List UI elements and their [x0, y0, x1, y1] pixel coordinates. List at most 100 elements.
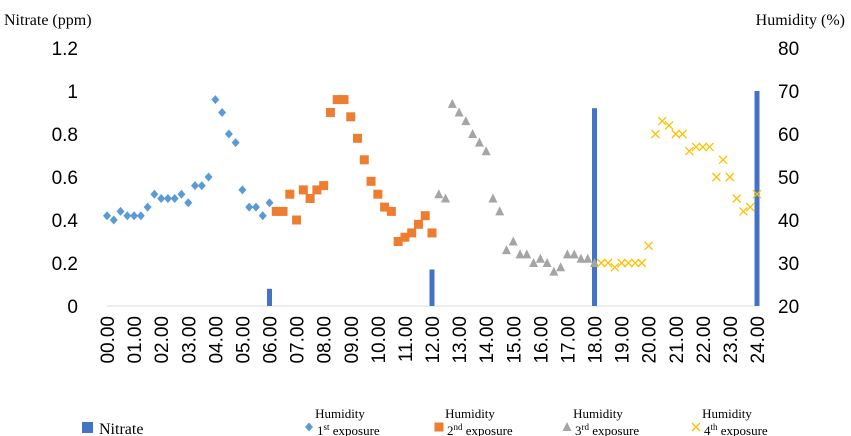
x-tick-label: 09.00	[342, 316, 363, 364]
humidity-point	[231, 138, 240, 148]
right-tick-label: 50	[778, 168, 799, 189]
humidity-series-1	[103, 95, 274, 225]
x-tick-label: 21.00	[667, 316, 688, 364]
humidity-point	[488, 193, 498, 203]
x-tick-label: 03.00	[179, 316, 200, 364]
humidity-point	[373, 189, 383, 199]
humidity-point	[413, 219, 423, 229]
humidity-point	[590, 258, 599, 267]
left-tick-label: 1.2	[52, 39, 78, 60]
humidity-point	[204, 172, 213, 182]
humidity-point	[346, 112, 356, 122]
right-axis-ticks: 20 30 40 50 60 70 80	[778, 39, 799, 318]
humidity-point	[366, 176, 376, 186]
x-tick-label: 10.00	[369, 316, 390, 364]
humidity-point	[738, 206, 748, 216]
legend-humidity-label: 4th exposure	[704, 422, 768, 436]
humidity-point	[468, 129, 478, 138]
left-axis-ticks: 0 0.2 0.4 0.6 0.8 1 1.2	[52, 39, 79, 318]
humidity-point	[184, 198, 193, 208]
humidity-point	[630, 258, 640, 268]
legend-label-suffix: nd	[454, 422, 464, 432]
legend-humidity-label: 1st exposure	[317, 422, 380, 436]
humidity-point	[380, 202, 390, 212]
x-tick-label: 24.00	[748, 316, 769, 364]
humidity-point	[549, 266, 559, 276]
x-axis-ticks: 00.00 01.00 02.00 03.00 04.00 05.00 06.00 07.00…	[98, 316, 769, 364]
x-tick-label: 02.00	[152, 316, 173, 364]
x-tick-label: 23.00	[721, 316, 742, 364]
x-tick-label: 20.00	[640, 316, 661, 364]
humidity-points	[103, 95, 762, 276]
humidity-point	[407, 228, 417, 238]
humidity-point	[103, 211, 111, 221]
humidity-point	[495, 206, 505, 216]
humidity-point	[705, 142, 715, 152]
humidity-point	[353, 133, 363, 143]
legend-humidity-marker	[691, 422, 701, 432]
humidity-point	[725, 172, 735, 182]
right-tick-label: 40	[778, 211, 799, 232]
left-axis-title: Nitrate (ppm)	[4, 12, 92, 29]
x-tick-label: 14.00	[477, 316, 498, 364]
legend-label-number: 1	[317, 423, 324, 436]
x-tick-label: 11.00	[396, 316, 417, 362]
humidity-point	[163, 194, 172, 203]
humidity-point	[596, 258, 606, 268]
humidity-point	[745, 202, 755, 212]
humidity-point	[116, 206, 125, 216]
left-tick-label: 0.8	[52, 125, 78, 146]
humidity-point	[637, 258, 647, 268]
humidity-point	[271, 206, 281, 216]
humidity-point	[576, 253, 586, 263]
humidity-point	[292, 215, 302, 225]
humidity-point	[150, 189, 159, 199]
legend-label-number: 4	[704, 423, 711, 436]
humidity-point	[718, 155, 728, 165]
nitrate-bar	[754, 91, 760, 306]
x-tick-label: 18.00	[586, 316, 607, 364]
right-tick-label: 30	[778, 254, 799, 275]
humidity-point	[684, 146, 694, 156]
humidity-point	[657, 116, 667, 126]
x-tick-label: 22.00	[694, 316, 715, 364]
humidity-point	[359, 155, 369, 165]
legend-label-number: 3	[575, 423, 582, 436]
humidity-point	[671, 129, 681, 139]
humidity-point	[339, 95, 349, 105]
humidity-point	[752, 189, 762, 199]
x-tick-label: 04.00	[206, 316, 227, 364]
humidity-point	[251, 202, 260, 212]
left-tick-label: 0	[67, 297, 78, 318]
humidity-series-2	[271, 95, 437, 246]
humidity-point	[258, 211, 267, 221]
humidity-point	[224, 129, 233, 139]
legend-humidity-marker	[305, 422, 313, 432]
humidity-point	[143, 202, 152, 212]
x-tick-label: 13.00	[450, 316, 471, 364]
x-tick-label: 05.00	[233, 316, 254, 364]
humidity-point	[420, 211, 430, 221]
legend-humidity-title: Humidity	[445, 406, 495, 421]
humidity-point	[562, 249, 572, 259]
humidity-point	[319, 181, 329, 191]
x-tick-label: 08.00	[315, 316, 336, 364]
right-tick-label: 20	[778, 297, 799, 318]
humidity-point	[332, 95, 342, 105]
legend-label-number: 2	[447, 423, 454, 436]
humidity-point	[325, 108, 335, 117]
humidity-point	[603, 258, 613, 268]
humidity-point	[447, 98, 457, 108]
humidity-point	[130, 211, 139, 221]
nitrate-bar	[429, 269, 435, 306]
humidity-point	[136, 211, 145, 221]
x-tick-label: 06.00	[261, 316, 282, 364]
humidity-point	[312, 185, 322, 195]
humidity-point	[278, 206, 288, 216]
nitrate-bars	[267, 91, 760, 306]
x-tick-label: 01.00	[125, 316, 146, 364]
humidity-point	[691, 142, 701, 152]
x-tick-label: 15.00	[504, 316, 525, 364]
